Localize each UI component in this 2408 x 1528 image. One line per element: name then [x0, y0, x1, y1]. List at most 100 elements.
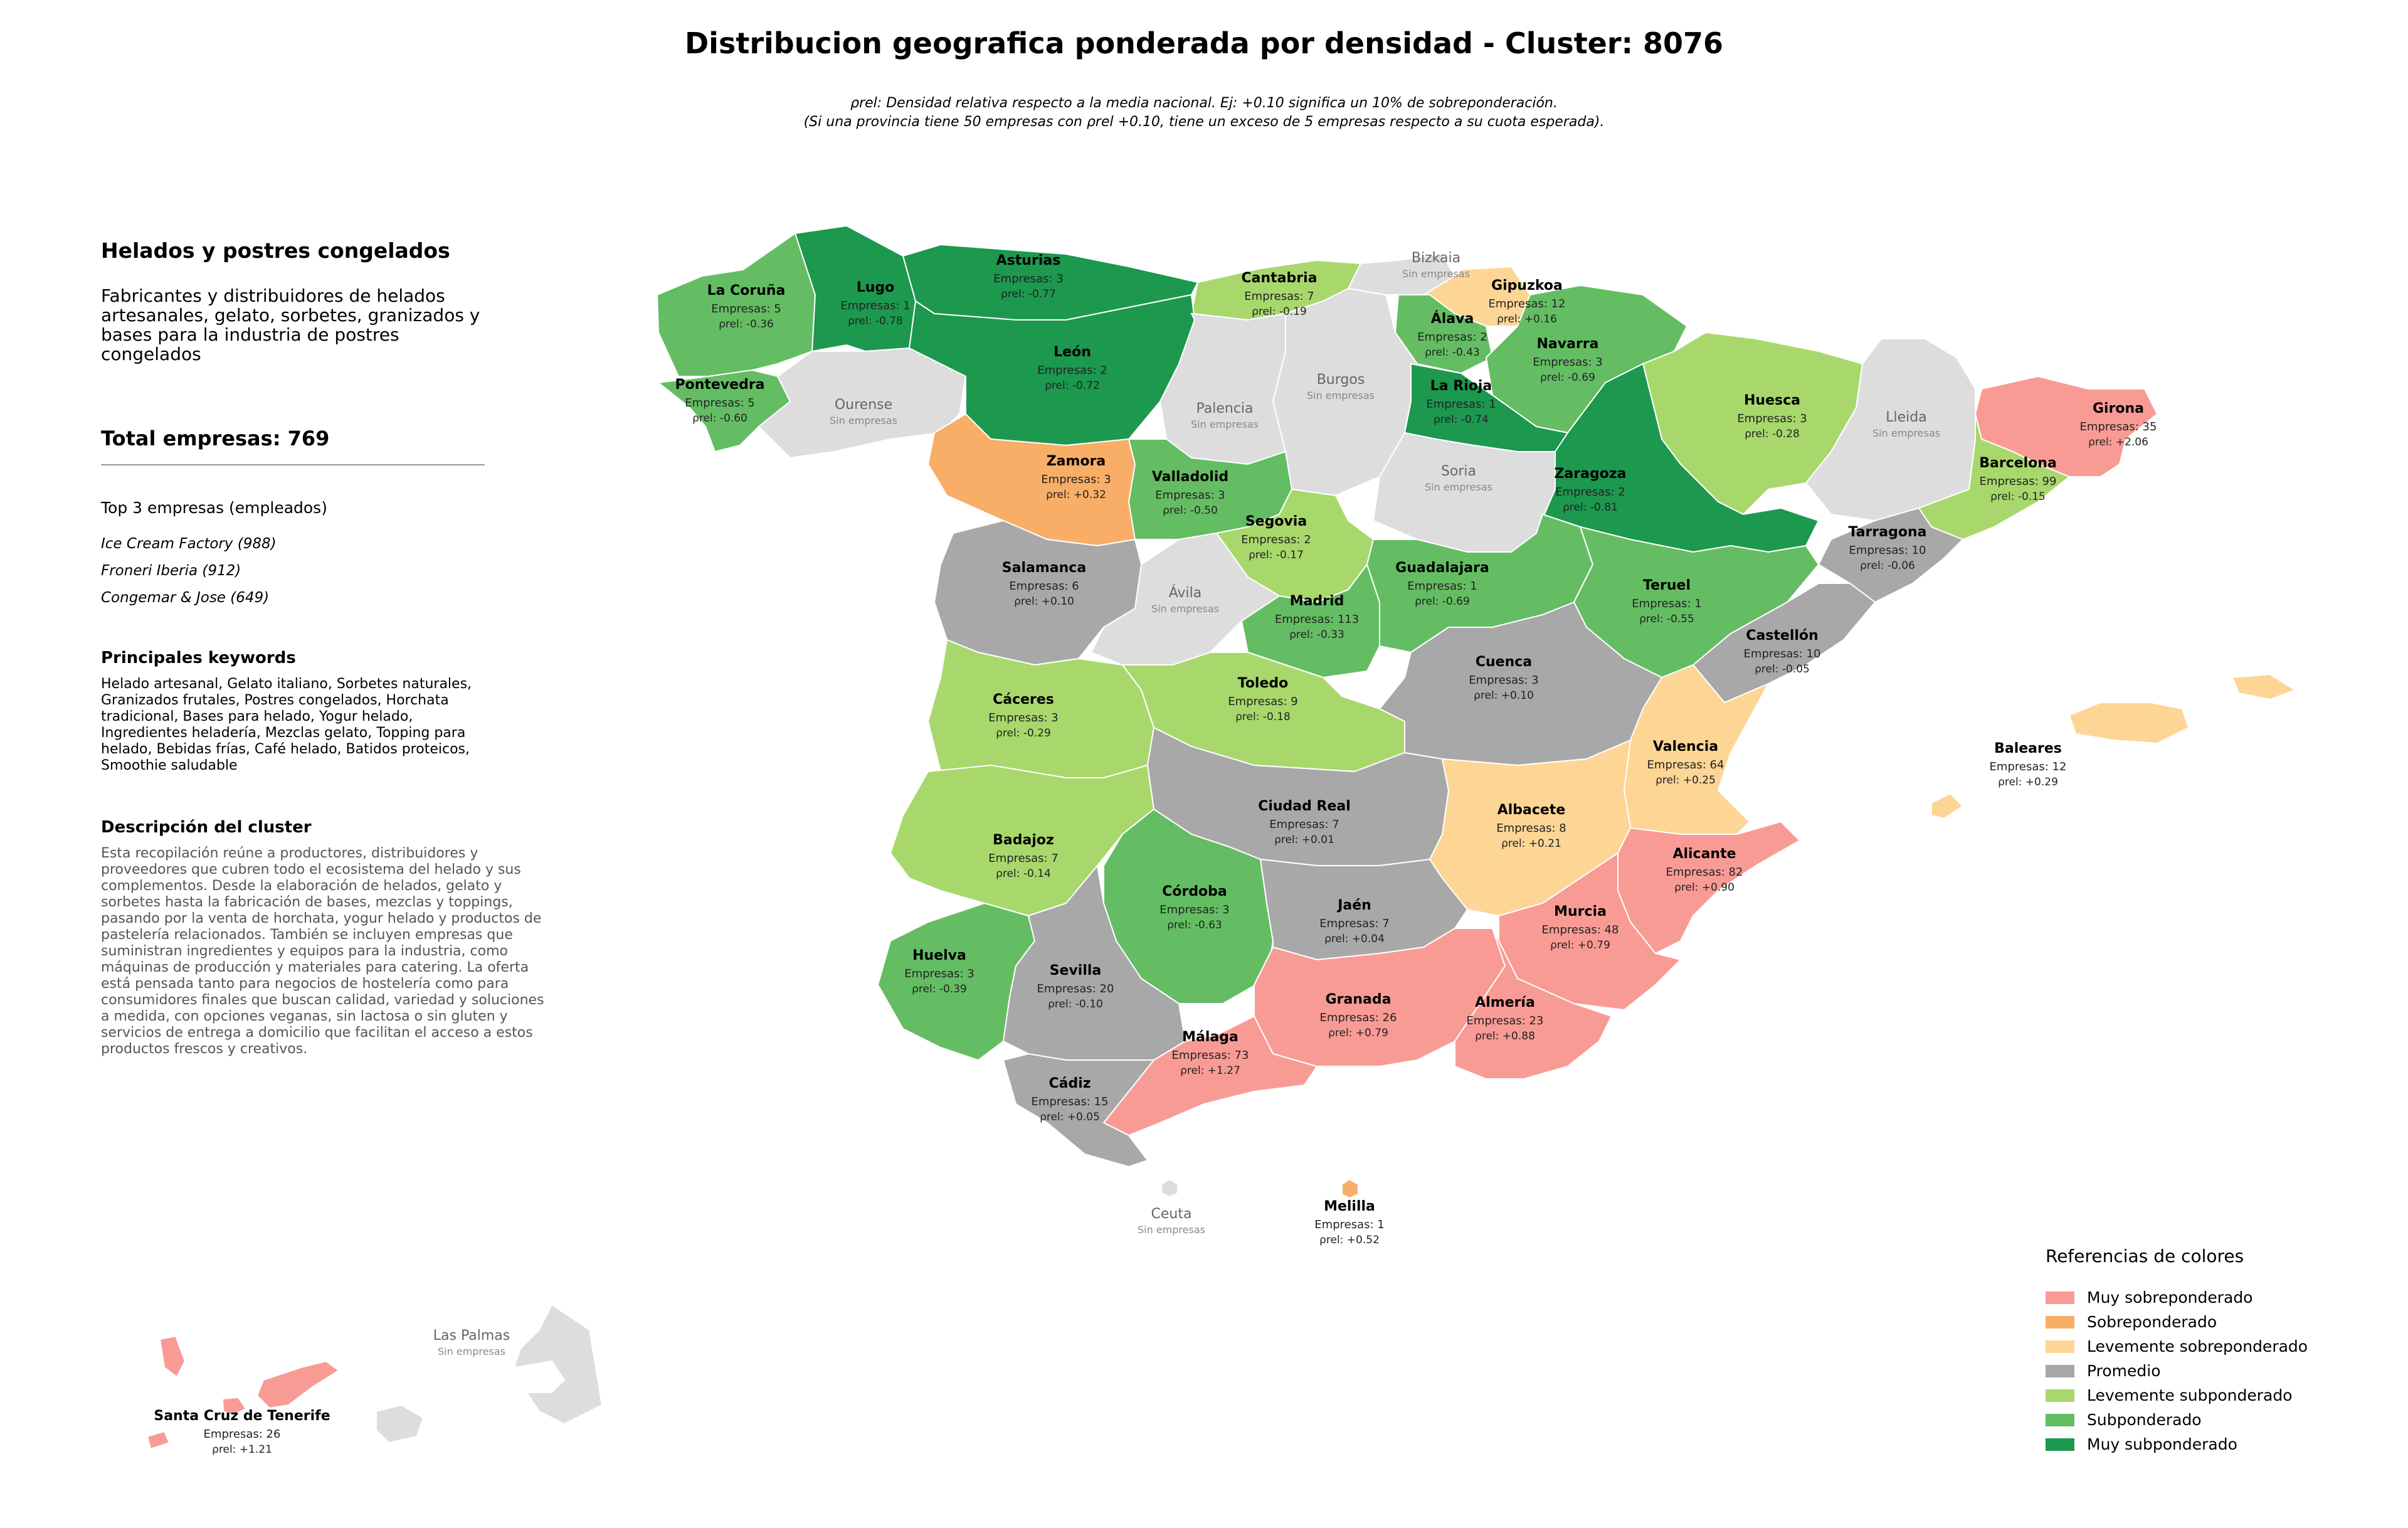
- top3-item: Ice Cream Factory (988): [101, 536, 277, 552]
- province-malaga-rho: ρrel: +1.27: [1180, 1064, 1240, 1077]
- province-caceres-empresas: Empresas: 3: [988, 711, 1058, 724]
- province-pontevedra-name: Pontevedra: [675, 377, 764, 393]
- province-teruel-empresas: Empresas: 1: [1632, 597, 1701, 610]
- province-castellon-name: Castellón: [1746, 628, 1818, 644]
- province-valladolid-empresas: Empresas: 3: [1155, 489, 1225, 502]
- province-segovia-rho: ρrel: -0.17: [1249, 549, 1304, 561]
- cluster-description: Esta recopilación reúne a productores, d…: [101, 846, 544, 1057]
- province-las-palmas-shape: [513, 1303, 603, 1425]
- subtitle-line-2: (Si una provincia tiene 50 empresas con …: [803, 114, 1605, 130]
- chart-subtitle: ρrel: Densidad relativa respecto a la me…: [0, 94, 2408, 132]
- province-sevilla-rho: ρrel: -0.10: [1048, 998, 1103, 1011]
- province-tarragona-shape: [1817, 507, 1964, 603]
- legend-label: Promedio: [2087, 1362, 2161, 1380]
- province-avila-sin-empresas: Sin empresas: [1151, 603, 1219, 615]
- province-ciudad-real-empresas: Empresas: 7: [1269, 818, 1339, 831]
- province-girona-empresas: Empresas: 35: [2080, 420, 2157, 433]
- province-castellon-rho: ρrel: -0.05: [1755, 663, 1810, 676]
- province-granada-name: Granada: [1326, 992, 1391, 1007]
- province-madrid-empresas: Empresas: 113: [1275, 613, 1359, 626]
- province-cuenca-rho: ρrel: +0.10: [1474, 689, 1534, 702]
- province-cuenca-name: Cuenca: [1476, 654, 1532, 670]
- province-pontevedra-empresas: Empresas: 5: [685, 396, 754, 410]
- legend-label: Levemente sobreponderado: [2087, 1337, 2308, 1356]
- province-ceuta-name: Ceuta: [1151, 1206, 1192, 1222]
- province-cordoba-name: Córdoba: [1162, 884, 1227, 899]
- top3-title: Top 3 empresas (empleados): [101, 499, 327, 517]
- province-madrid-shape: [1240, 563, 1380, 679]
- province-teruel-rho: ρrel: -0.55: [1639, 613, 1694, 625]
- province-gipuzkoa-name: Gipuzkoa: [1491, 278, 1563, 294]
- province-huesca-name: Huesca: [1744, 393, 1800, 408]
- province-alicante-rho: ρrel: +0.90: [1674, 881, 1735, 894]
- legend-item: Promedio: [2046, 1359, 2308, 1383]
- province-melilla-name: Melilla: [1324, 1199, 1375, 1214]
- subtitle-line-1: ρrel: Densidad relativa respecto a la me…: [850, 95, 1558, 111]
- province-cuenca-empresas: Empresas: 3: [1469, 674, 1538, 687]
- province-las-palmas-name: Las Palmas: [433, 1328, 510, 1344]
- province-cadiz-rho: ρrel: +0.05: [1040, 1111, 1100, 1123]
- province-navarra-name: Navarra: [1537, 336, 1599, 352]
- province-las-palmas-shape: [376, 1404, 425, 1444]
- province-caceres-name: Cáceres: [993, 692, 1054, 708]
- chart-title: Distribucion geografica ponderada por de…: [685, 26, 1723, 60]
- province-granada-empresas: Empresas: 26: [1320, 1011, 1397, 1024]
- province-valencia-empresas: Empresas: 64: [1647, 758, 1724, 772]
- legend-label: Subponderado: [2087, 1411, 2202, 1429]
- province-soria-sin-empresas: Sin empresas: [1425, 481, 1492, 493]
- province-albacete-empresas: Empresas: 8: [1496, 822, 1566, 835]
- province-jaen-rho: ρrel: +0.04: [1324, 933, 1385, 945]
- legend-item: Subponderado: [2046, 1408, 2308, 1432]
- province-navarra-rho: ρrel: -0.69: [1540, 371, 1595, 384]
- province-tarragona-name: Tarragona: [1849, 524, 1927, 540]
- province-granada-rho: ρrel: +0.79: [1328, 1027, 1388, 1039]
- province-avila-name: Ávila: [1169, 585, 1202, 601]
- province-la-rioja-name: La Rioja: [1430, 378, 1492, 394]
- legend-swatch: [2046, 1340, 2074, 1353]
- province-segovia-name: Segovia: [1245, 514, 1307, 529]
- province-leon-name: León: [1054, 344, 1091, 360]
- province-salamanca-empresas: Empresas: 6: [1009, 580, 1079, 593]
- province-cordoba-rho: ρrel: -0.63: [1167, 919, 1222, 931]
- province-cadiz-name: Cádiz: [1048, 1076, 1090, 1091]
- province-la-coruna-shape: [656, 232, 816, 377]
- province-toledo-rho: ρrel: -0.18: [1235, 711, 1291, 723]
- province-guadalajara-name: Guadalajara: [1395, 560, 1489, 576]
- province-ourense-name: Ourense: [835, 397, 892, 413]
- divider: [101, 464, 485, 465]
- province-baleares-empresas: Empresas: 12: [1990, 760, 2067, 773]
- province-gipuzkoa-empresas: Empresas: 12: [1489, 297, 1566, 310]
- province-zamora-name: Zamora: [1047, 454, 1106, 469]
- legend-title: Referencias de colores: [2046, 1246, 2244, 1266]
- province-badajoz-rho: ρrel: -0.14: [996, 867, 1051, 880]
- province-santa-cruz-de-tenerife-empresas: Empresas: 26: [204, 1428, 281, 1441]
- province-girona-name: Girona: [2093, 401, 2144, 416]
- province-salamanca-rho: ρrel: +0.10: [1014, 595, 1074, 608]
- province-bizkaia-name: Bizkaia: [1412, 250, 1460, 266]
- province-cantabria-empresas: Empresas: 7: [1244, 290, 1314, 303]
- color-legend: Referencias de colores Muy sobreponderad…: [2046, 1246, 2308, 1456]
- province-melilla-rho: ρrel: +0.52: [1319, 1234, 1380, 1246]
- province-burgos-sin-empresas: Sin empresas: [1307, 390, 1375, 401]
- province-castellon-empresas: Empresas: 10: [1744, 647, 1821, 661]
- province-badajoz-empresas: Empresas: 7: [988, 852, 1058, 865]
- sector-title: Helados y postres congelados: [101, 238, 450, 263]
- province-ceuta-shape: [1161, 1178, 1178, 1198]
- legend-item: Levemente sobreponderado: [2046, 1334, 2308, 1359]
- province-segovia-empresas: Empresas: 2: [1241, 533, 1311, 546]
- legend-item: Muy sobreponderado: [2046, 1285, 2308, 1310]
- province-jaen-empresas: Empresas: 7: [1319, 917, 1389, 930]
- province-bizkaia-sin-empresas: Sin empresas: [1402, 268, 1470, 280]
- province-teruel-name: Teruel: [1643, 578, 1691, 593]
- legend-item: Muy subponderado: [2046, 1432, 2308, 1456]
- province-lugo-shape: [794, 225, 917, 353]
- province-burgos-name: Burgos: [1317, 372, 1365, 388]
- province-barcelona-rho: ρrel: -0.15: [1990, 491, 2046, 503]
- legend-label: Sobreponderado: [2087, 1313, 2217, 1331]
- province-sevilla-name: Sevilla: [1050, 963, 1102, 979]
- province-baleares-name: Baleares: [1994, 741, 2062, 756]
- province-almeria-empresas: Empresas: 23: [1467, 1014, 1544, 1027]
- province-almeria-name: Almería: [1475, 995, 1535, 1011]
- province-cadiz-empresas: Empresas: 15: [1032, 1095, 1109, 1108]
